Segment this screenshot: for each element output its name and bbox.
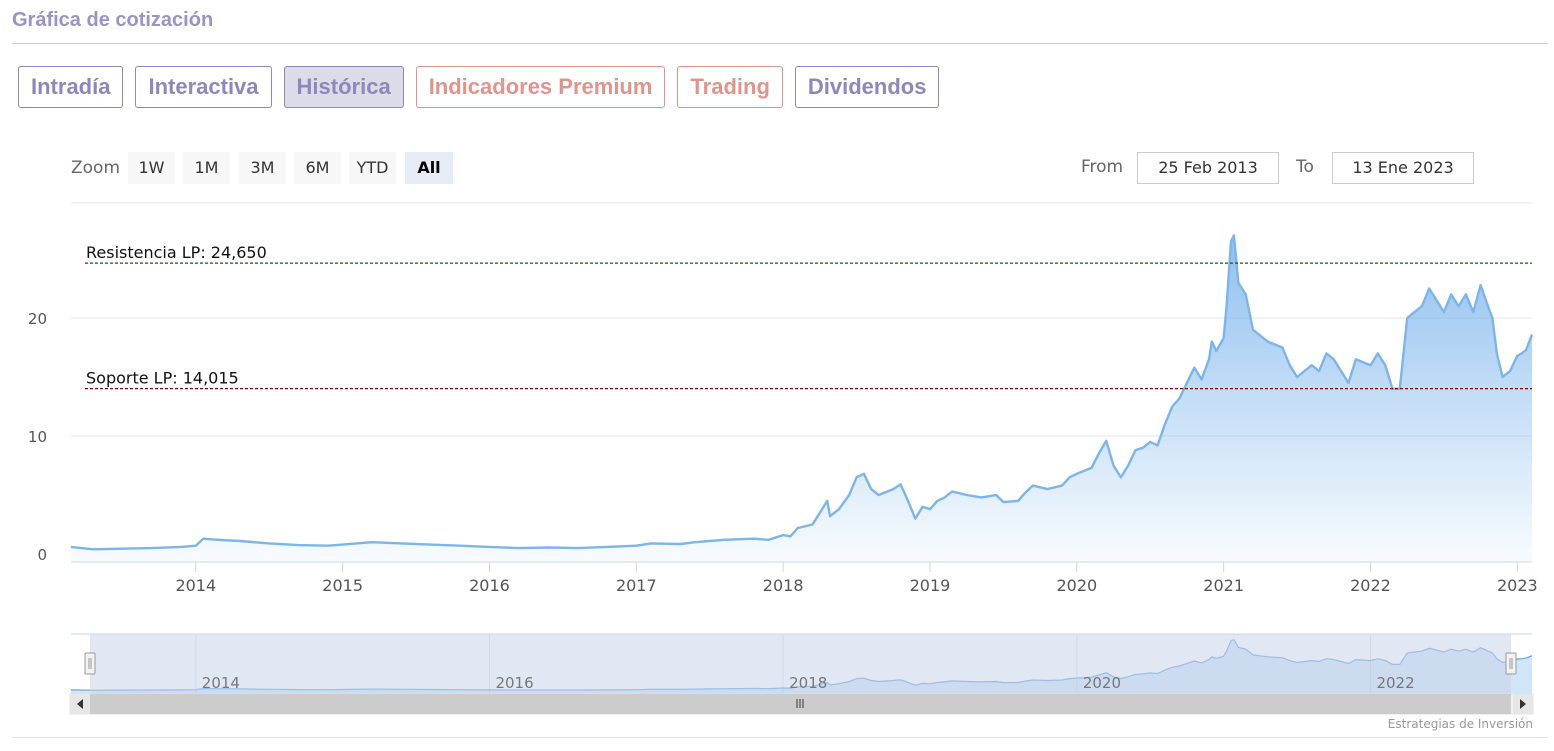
level-label-1: Soporte LP: 14,015 (86, 369, 239, 388)
navigator-right-handle[interactable] (1505, 652, 1517, 675)
scrollbar[interactable] (69, 693, 1534, 715)
x-tick-label: 2018 (763, 576, 804, 595)
zoom-label: Zoom (71, 158, 121, 178)
zoom-1w-button[interactable]: 1W (128, 152, 175, 184)
title-divider (12, 43, 1548, 44)
navigator: 2014 2016 2018 2020 2022 (70, 633, 1533, 694)
tab-dividendos[interactable]: Dividendos (794, 66, 940, 108)
navigator-tick-label: 2018 (789, 674, 827, 692)
bottom-divider (12, 737, 1548, 738)
x-tick-label: 2015 (322, 576, 363, 595)
zoom-all-button[interactable]: All (405, 152, 453, 184)
to-date-input[interactable]: 13 Ene 2023 (1332, 152, 1474, 184)
from-label: From (1081, 157, 1124, 177)
tab-historica[interactable]: Histórica (283, 66, 404, 108)
navigator-tick-label: 2016 (495, 674, 533, 692)
y-tick-label: 10 (28, 428, 47, 446)
navigator-line (70, 638, 1533, 691)
y-tick-label: 20 (28, 310, 47, 328)
x-tick-label: 2021 (1203, 576, 1244, 595)
tab-interactiva[interactable]: Interactiva (135, 66, 272, 108)
x-tick-label: 2014 (175, 576, 216, 595)
x-tick-label: 2020 (1056, 576, 1097, 595)
page-title: Gráfica de cotización (12, 9, 214, 31)
tab-intradia[interactable]: Intradía (18, 66, 124, 108)
zoom-3m-button[interactable]: 3M (239, 152, 286, 184)
chart-tabs: Intradía Interactiva Histórica Indicador… (18, 66, 940, 108)
x-tick-label: 2016 (469, 576, 510, 595)
price-line (70, 234, 1534, 551)
x-tick-label: 2023 (1497, 576, 1538, 595)
price-area (71, 235, 1532, 562)
navigator-tick-label: 2020 (1083, 674, 1121, 692)
x-tick-label: 2017 (616, 576, 657, 595)
zoom-ytd-button[interactable]: YTD (349, 152, 396, 184)
navigator-mask (90, 634, 1511, 694)
level-label-0: Resistencia LP: 24,650 (86, 243, 267, 262)
y-tick-label: 0 (37, 546, 47, 564)
navigator-tick-label: 2014 (202, 674, 240, 692)
to-label: To (1296, 157, 1314, 177)
zoom-1m-button[interactable]: 1M (183, 152, 230, 184)
credit-text: Estrategias de Inversión (1387, 717, 1533, 731)
tab-trading[interactable]: Trading (677, 66, 783, 108)
navigator-area (71, 639, 1532, 694)
tab-indicadores-premium[interactable]: Indicadores Premium (415, 66, 666, 108)
arrow-left-icon (77, 699, 83, 709)
from-date-input[interactable]: 25 Feb 2013 (1137, 152, 1279, 184)
navigator-tick-label: 2022 (1376, 674, 1414, 692)
navigator-left-handle[interactable] (84, 652, 96, 675)
zoom-6m-button[interactable]: 6M (294, 152, 341, 184)
x-tick-label: 2019 (910, 576, 951, 595)
arrow-right-icon (1520, 699, 1526, 709)
x-tick-label: 2022 (1350, 576, 1391, 595)
